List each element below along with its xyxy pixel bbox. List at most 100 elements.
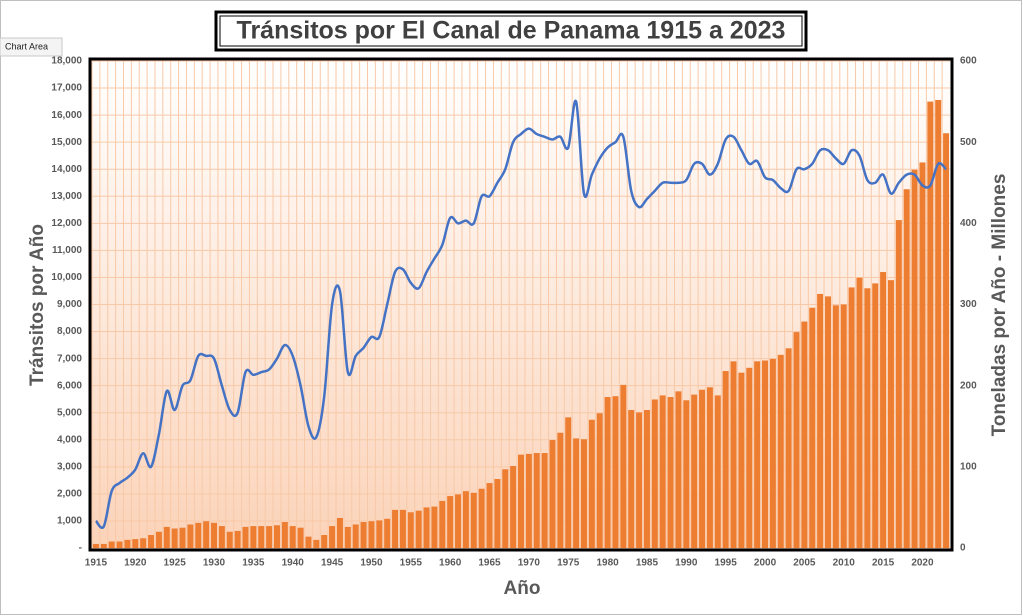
bar — [218, 526, 225, 548]
bar — [824, 296, 831, 548]
bar — [439, 500, 446, 548]
y-tick-label: 9,000 — [57, 299, 82, 310]
bar — [612, 396, 619, 548]
bar — [699, 389, 706, 548]
bar — [628, 410, 635, 548]
x-tick-label: 1965 — [478, 558, 501, 569]
bar — [943, 133, 950, 548]
bar — [565, 417, 572, 548]
y2-tick-label: 400 — [960, 218, 977, 229]
bar — [116, 541, 123, 548]
bar — [179, 527, 186, 548]
bar — [368, 521, 375, 548]
bar — [769, 358, 776, 548]
bar — [163, 526, 170, 548]
bar — [746, 367, 753, 548]
x-tick-label: 1915 — [85, 558, 108, 569]
y-tick-label: 13,000 — [51, 191, 82, 202]
bar — [92, 543, 99, 548]
bar — [140, 538, 147, 548]
bar — [919, 162, 926, 549]
bar — [557, 432, 564, 548]
bar — [911, 169, 918, 548]
x-tick-label: 1980 — [596, 558, 619, 569]
y2-tick-label: 600 — [960, 56, 977, 67]
bar — [124, 539, 131, 548]
bar — [431, 506, 438, 548]
y-tick-label: - — [79, 543, 82, 554]
bar — [148, 535, 155, 548]
bar — [470, 492, 477, 548]
bar — [502, 469, 509, 548]
bar — [817, 293, 824, 548]
bar — [856, 277, 863, 548]
y2-tick-label: 200 — [960, 380, 977, 391]
bar — [643, 410, 650, 548]
chart-title: Tránsitos por El Canal de Panama 1915 a … — [237, 17, 786, 45]
bar — [494, 479, 501, 548]
x-tick-label: 1945 — [321, 558, 344, 569]
bar — [887, 280, 894, 548]
bar — [935, 99, 942, 549]
x-tick-label: 1960 — [439, 558, 462, 569]
x-tick-label: 1995 — [715, 558, 738, 569]
bar — [880, 272, 887, 548]
y-axis-title: Tránsitos por Año — [27, 224, 48, 386]
bar — [738, 372, 745, 548]
bar — [762, 360, 769, 548]
bar — [392, 509, 399, 548]
bar — [706, 387, 713, 548]
x-tick-label: 1985 — [636, 558, 659, 569]
x-tick-label: 1930 — [203, 558, 226, 569]
bar — [250, 526, 257, 548]
bar — [675, 391, 682, 548]
y-tick-label: 5,000 — [57, 407, 82, 418]
bar — [242, 526, 249, 548]
bar — [108, 541, 115, 548]
bar — [864, 288, 871, 548]
bar — [636, 412, 643, 548]
y2-tick-label: 500 — [960, 137, 977, 148]
bar — [549, 440, 556, 548]
bar — [927, 101, 934, 548]
y-tick-label: 15,000 — [51, 137, 82, 148]
y-tick-label: 7,000 — [57, 353, 82, 364]
bar — [518, 454, 524, 548]
tooltip: Chart Area — [5, 41, 48, 51]
bar — [211, 522, 218, 548]
bar — [714, 395, 721, 548]
bar — [785, 348, 792, 548]
tooltip-box — [0, 37, 63, 57]
bar — [478, 488, 485, 548]
y-tick-label: 10,000 — [51, 272, 82, 283]
y2-axis-title: Toneladas por Año - Millones — [989, 174, 1010, 437]
y-tick-label: 6,000 — [57, 380, 82, 391]
bar — [415, 510, 422, 548]
y-tick-label: 2,000 — [57, 489, 82, 500]
bar — [376, 520, 383, 548]
x-tick-label: 1955 — [400, 558, 423, 569]
bar — [903, 189, 910, 548]
bar — [840, 304, 847, 548]
bar — [525, 453, 532, 548]
bar — [809, 307, 816, 548]
bar — [305, 536, 312, 548]
bar — [533, 453, 540, 548]
bar — [258, 526, 265, 548]
bar — [226, 531, 233, 548]
x-tick-label: 1920 — [124, 558, 147, 569]
y2-tick-label: 100 — [960, 461, 977, 472]
x-tick-label: 2015 — [872, 558, 895, 569]
bar — [793, 332, 800, 548]
bar — [832, 305, 839, 548]
bar — [100, 543, 107, 548]
y-tick-label: 17,000 — [51, 83, 82, 94]
bar — [872, 283, 879, 548]
bar — [573, 438, 580, 548]
y-tick-label: 14,000 — [51, 164, 82, 175]
x-tick-label: 1975 — [557, 558, 580, 569]
bar — [203, 521, 210, 548]
bar — [580, 439, 587, 548]
bar — [801, 321, 808, 548]
y-tick-label: 1,000 — [57, 516, 82, 527]
